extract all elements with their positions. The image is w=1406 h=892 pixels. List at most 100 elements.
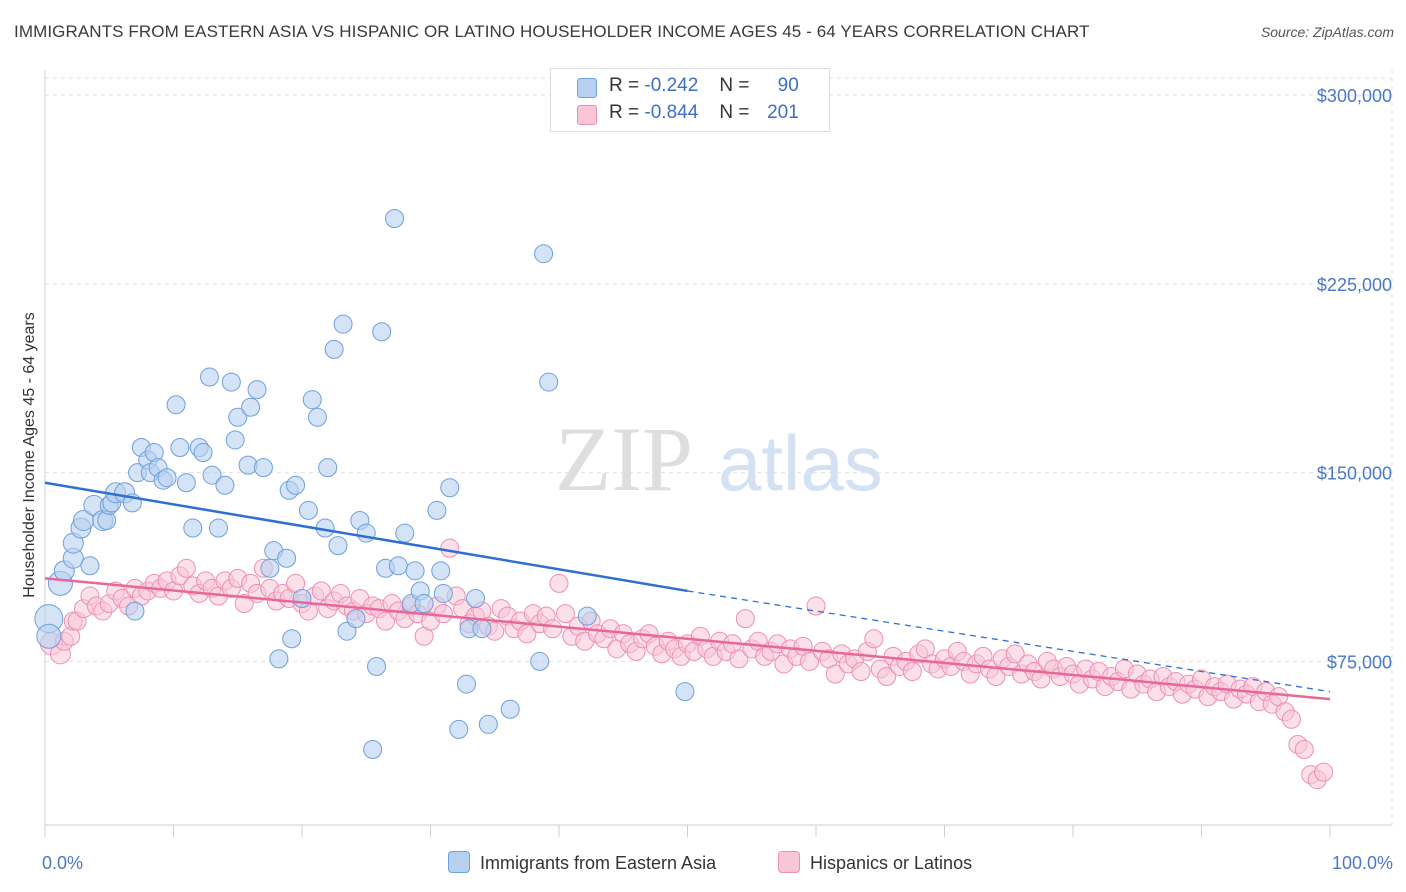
point-eastern-asia	[414, 594, 434, 614]
point-eastern-asia	[292, 589, 312, 608]
point-eastern-asia	[367, 656, 387, 676]
point-hispanics	[1031, 669, 1051, 689]
point-eastern-asia	[183, 518, 203, 538]
point-eastern-asia	[286, 475, 306, 495]
point-eastern-asia	[385, 208, 405, 228]
point-eastern-asia	[202, 465, 222, 485]
point-eastern-asia	[449, 719, 469, 739]
trend-hispanics	[44, 577, 1331, 701]
y-tick-label: $225,000	[1317, 275, 1392, 295]
point-hispanics	[851, 661, 871, 681]
watermark: ZIP atlas	[555, 408, 883, 510]
point-eastern-asia	[221, 372, 241, 392]
point-hispanics	[735, 609, 755, 629]
point-eastern-asia	[333, 314, 353, 334]
point-hispanics	[1294, 740, 1314, 759]
legend-r-label: R =	[609, 75, 640, 96]
point-hispanics	[1281, 709, 1301, 729]
point-eastern-asia	[80, 556, 100, 576]
point-hispanics	[729, 649, 749, 669]
point-hispanics	[825, 664, 845, 684]
bottom-legend-swatch-pink	[778, 851, 800, 873]
point-eastern-asia	[465, 589, 485, 608]
y-tick-label: $150,000	[1317, 464, 1392, 484]
watermark-atlas: atlas	[718, 419, 883, 507]
legend-n-label: N =	[719, 102, 750, 123]
point-hispanics	[176, 558, 196, 578]
chart-title: IMMIGRANTS FROM EASTERN ASIA VS HISPANIC…	[14, 22, 1090, 41]
tick-labels: $75,000 $150,000 $225,000 $300,000 0.0% 100.0…	[42, 86, 1393, 873]
trend-eastern-asia	[44, 481, 688, 593]
point-eastern-asia	[675, 682, 695, 702]
point-hispanics	[433, 604, 453, 624]
point-eastern-asia	[372, 322, 392, 342]
point-eastern-asia	[456, 674, 476, 694]
point-eastern-asia	[157, 468, 177, 488]
point-eastern-asia	[176, 473, 196, 493]
bottom-legend-label: Immigrants from Eastern Asia	[480, 853, 717, 873]
point-eastern-asia	[269, 649, 289, 669]
watermark-zip: ZIP	[555, 408, 693, 510]
point-eastern-asia	[577, 606, 597, 626]
x-tick-label: 0.0%	[42, 853, 83, 873]
point-hispanics	[311, 581, 331, 601]
point-eastern-asia	[328, 536, 348, 556]
point-eastern-asia	[228, 407, 248, 427]
point-eastern-asia	[277, 548, 297, 568]
point-eastern-asia	[539, 372, 559, 392]
point-eastern-asia	[215, 475, 235, 495]
point-eastern-asia	[395, 523, 415, 543]
point-eastern-asia	[478, 714, 498, 734]
point-eastern-asia	[282, 629, 302, 649]
x-tick-label: 100.0%	[1332, 853, 1393, 873]
legend-r-value: -0.242	[644, 75, 699, 96]
trend-lines	[44, 481, 1331, 701]
legend-row-hispanics: R = -0.844 N = 201	[551, 100, 829, 128]
point-hispanics	[440, 538, 460, 558]
legend-r-value: -0.844	[644, 102, 699, 123]
legend: R = -0.242 N = 90 R = -0.844 N = 201	[550, 68, 830, 132]
point-eastern-asia	[431, 561, 451, 581]
point-hispanics	[1005, 644, 1025, 664]
point-eastern-asia	[307, 407, 327, 427]
point-eastern-asia	[405, 561, 425, 581]
point-eastern-asia	[500, 699, 520, 719]
point-eastern-asia	[534, 244, 554, 264]
bottom-legend-swatch-blue	[448, 851, 470, 873]
bottom-legend-label: Hispanics or Latinos	[810, 853, 973, 873]
legend-n-value: 201	[767, 102, 799, 123]
point-eastern-asia	[125, 601, 145, 621]
point-hispanics	[376, 611, 396, 631]
point-eastern-asia	[324, 339, 344, 359]
legend-r-label: R =	[609, 102, 640, 123]
legend-row-eastern-asia: R = -0.242 N = 90	[551, 73, 829, 101]
point-eastern-asia	[356, 523, 376, 543]
point-eastern-asia	[298, 500, 318, 520]
point-hispanics	[864, 629, 884, 649]
point-eastern-asia	[530, 651, 550, 671]
bottom-legend-hispanics: Hispanics or Latinos	[778, 851, 972, 874]
point-eastern-asia	[472, 619, 492, 639]
point-eastern-asia	[302, 390, 322, 410]
point-eastern-asia	[247, 380, 267, 400]
point-hispanics	[800, 651, 820, 671]
point-eastern-asia	[433, 583, 453, 603]
point-eastern-asia	[260, 558, 280, 578]
point-eastern-asia	[318, 458, 338, 478]
point-eastern-asia	[225, 430, 245, 450]
trend-eastern-asia-extension	[687, 590, 1331, 693]
series-eastern-asia-points	[34, 208, 695, 759]
point-eastern-asia	[363, 740, 383, 759]
point-eastern-asia	[170, 438, 190, 457]
legend-n-label: N =	[719, 75, 750, 96]
point-eastern-asia	[193, 443, 213, 463]
point-hispanics	[555, 604, 575, 624]
point-eastern-asia	[346, 609, 366, 629]
point-eastern-asia	[427, 500, 447, 520]
axes	[44, 70, 1392, 837]
point-eastern-asia	[36, 623, 62, 649]
y-axis-label: Householder Income Ages 45 - 64 years	[21, 312, 38, 598]
point-eastern-asia	[166, 395, 186, 415]
point-hispanics	[1314, 762, 1334, 782]
